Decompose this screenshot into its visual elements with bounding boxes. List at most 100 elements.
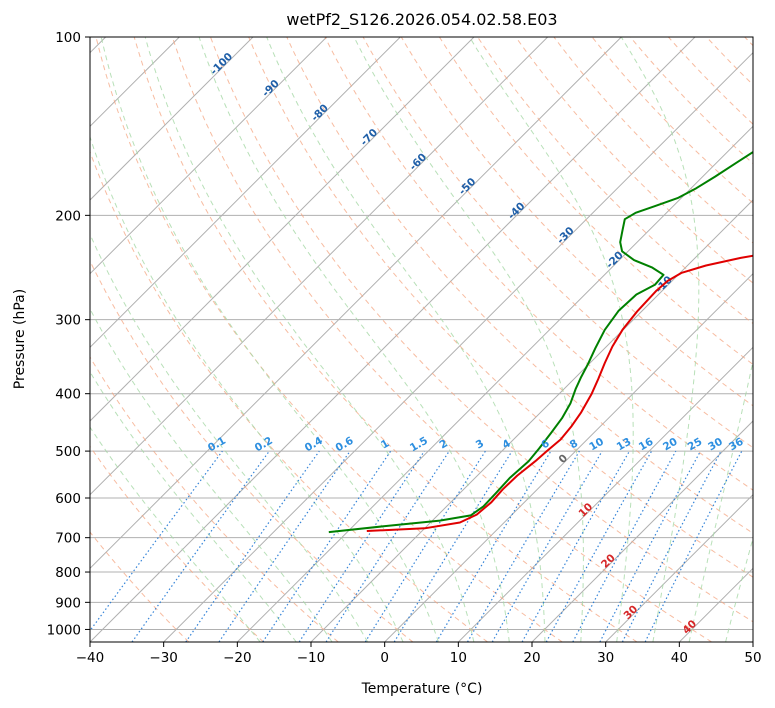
y-tick-label: 500 [55, 444, 81, 460]
gridlines [90, 37, 753, 642]
isotherm-gridline [457, 346, 753, 642]
moist-adiabat [90, 370, 297, 642]
y-tick-label: 900 [55, 595, 81, 611]
mixing-ratio-label: 4 [500, 437, 512, 451]
mixing-ratio-label: 2 [438, 437, 450, 451]
dry-adiabat [90, 259, 414, 642]
isotherm-gridline [90, 37, 696, 642]
isotherm-label: 0 [557, 452, 571, 466]
isotherm-label: -60 [407, 151, 429, 173]
moist-adiabats [90, 37, 753, 642]
x-tick-label: 40 [671, 650, 688, 666]
isotherm-gridline [752, 641, 753, 642]
dry-adiabat [90, 356, 339, 642]
isotherm-gridline [236, 125, 753, 642]
mixing-ratio-line [644, 450, 743, 642]
dry-adiabat [705, 37, 753, 86]
isotherm-gridline [90, 37, 475, 422]
x-tick-label: 20 [523, 650, 540, 666]
isotherm-label: 40 [680, 618, 699, 637]
isotherm-gridline [531, 420, 753, 642]
mixing-ratio-line [393, 450, 513, 642]
mixing-ratio-line [572, 450, 677, 642]
moist-adiabat [90, 426, 261, 642]
y-tick-label: 600 [55, 491, 81, 507]
mixing-ratio-label: 8 [568, 437, 580, 451]
mixing-ratio-line [364, 450, 486, 642]
isotherm-gridline [90, 37, 401, 349]
x-tick-label: −30 [149, 650, 178, 666]
moist-adiabat [353, 37, 584, 642]
chart-title: wetPf2_S126.2026.054.02.58.E03 [286, 10, 557, 30]
x-tick-label: 0 [380, 650, 389, 666]
isotherm-gridline [678, 567, 753, 642]
x-axis-label: Temperature (°C) [361, 681, 483, 697]
mixing-ratio-lines [90, 450, 743, 642]
dry-adiabat [286, 37, 753, 534]
y-axis-label: Pressure (hPa) [12, 289, 28, 389]
dry-adiabat [591, 37, 753, 204]
x-tick-label: −40 [76, 650, 105, 666]
isotherm-label: -50 [457, 176, 479, 198]
moist-adiabat [620, 37, 700, 642]
y-tick-label: 100 [55, 30, 81, 46]
x-axis-ticks: −40 −30 −20 −10 0 10 20 30 40 50 [76, 642, 762, 666]
dewpoint-profile-line [328, 150, 753, 534]
isotherm-label: -30 [555, 225, 577, 247]
isotherm-label: 20 [599, 552, 618, 571]
y-tick-label: 700 [55, 531, 81, 547]
dry-adiabat [133, 37, 638, 642]
isotherm-label: -90 [260, 78, 282, 100]
moist-adiabat [688, 358, 753, 642]
dry-adiabat [90, 150, 488, 642]
mixing-ratio-label: 3 [474, 437, 486, 451]
moist-adiabat [469, 37, 634, 642]
isotherm-gridline [163, 51, 753, 642]
y-axis-ticks: 100 200 300 400 500 600 700 800 900 1000 [47, 30, 90, 638]
dry-adiabat [770, 24, 775, 642]
isotherm-gridline [90, 37, 254, 201]
mixing-ratio-line [131, 450, 270, 642]
moist-adiabat [100, 37, 439, 642]
mixing-ratio-line [262, 450, 392, 642]
dry-adiabats [90, 24, 775, 642]
x-tick-label: −10 [297, 650, 326, 666]
isotherm-label: 30 [621, 603, 640, 622]
isotherm-gridline [90, 37, 549, 496]
moist-adiabat [90, 232, 369, 642]
mixing-ratio-line [325, 450, 450, 642]
dry-adiabat [90, 531, 190, 642]
moist-adiabat [90, 308, 333, 642]
dry-adiabat [324, 37, 753, 491]
isotherm-label: 10 [576, 501, 595, 520]
dry-adiabat [667, 37, 753, 125]
y-tick-label: 400 [55, 387, 81, 403]
x-tick-label: 10 [450, 650, 467, 666]
temperature-profile-line [366, 254, 753, 532]
dry-adiabat [95, 37, 563, 642]
x-tick-label: −20 [223, 650, 252, 666]
isotherm-label: -70 [358, 127, 380, 149]
isotherm-gridline [90, 37, 328, 275]
y-tick-label: 200 [55, 208, 81, 224]
mixing-ratio-line [218, 450, 351, 642]
moist-adiabat [90, 135, 404, 642]
y-tick-label: 300 [55, 313, 81, 329]
mixing-ratio-line [521, 450, 631, 642]
isotherm-gridline [605, 493, 753, 642]
mixing-ratio-line [599, 450, 702, 642]
plot-frame [89, 36, 754, 643]
mixing-ratio-line [90, 450, 223, 632]
isotherm-gridline [384, 272, 753, 642]
dry-adiabat [362, 37, 753, 449]
mixing-ratio-label: 1 [379, 437, 391, 451]
y-tick-label: 800 [55, 565, 81, 581]
moist-adiabat [198, 37, 510, 642]
dry-adiabat [744, 37, 753, 47]
moist-adiabat [725, 536, 753, 642]
mixing-ratio-line [435, 450, 552, 642]
mixing-ratio-line [185, 450, 320, 642]
mixing-ratio-line [545, 450, 653, 642]
